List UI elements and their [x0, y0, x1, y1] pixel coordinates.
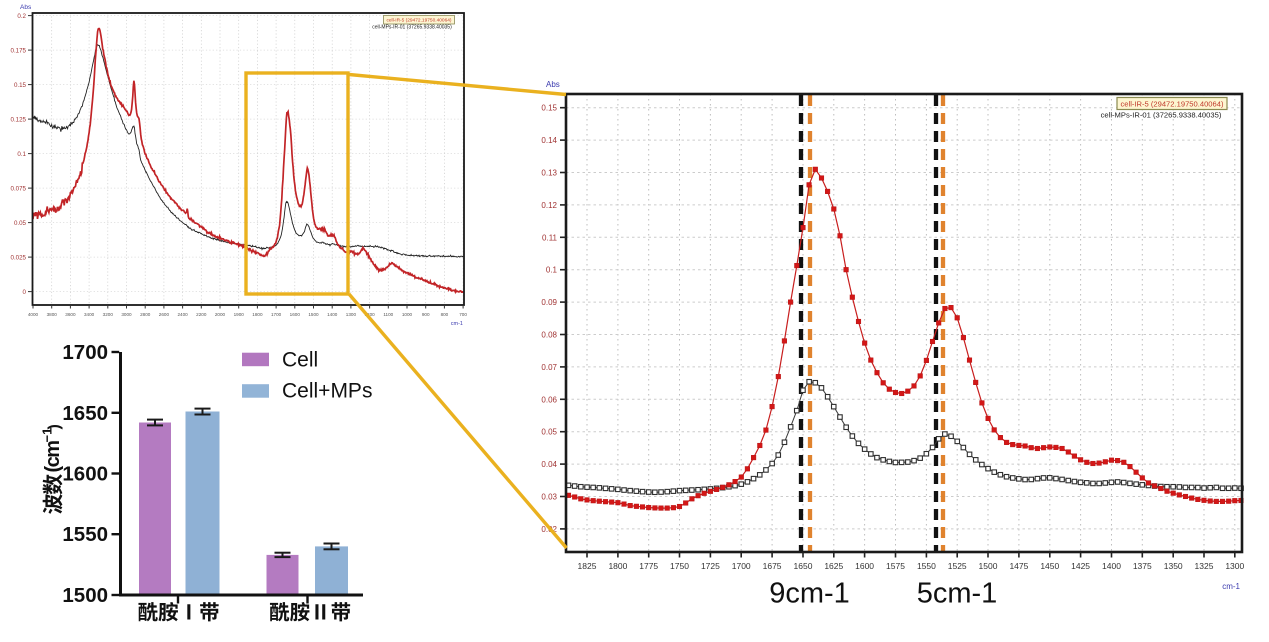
svg-text:0.13: 0.13: [541, 169, 557, 178]
svg-text:0: 0: [23, 289, 27, 296]
svg-text:3000: 3000: [121, 312, 132, 317]
svg-text:1500: 1500: [979, 561, 998, 571]
svg-text:cell-MPs-IR-01 (37265.9338.400: cell-MPs-IR-01 (37265.9338.40035): [1101, 111, 1222, 120]
svg-text:1700: 1700: [732, 561, 751, 571]
svg-text:−1: −1: [40, 428, 55, 443]
svg-text:900: 900: [422, 312, 430, 317]
svg-text:1475: 1475: [1009, 561, 1028, 571]
svg-text:1550: 1550: [917, 561, 936, 571]
svg-text:1600: 1600: [290, 312, 301, 317]
svg-text:Abs: Abs: [20, 4, 32, 11]
svg-text:1825: 1825: [578, 561, 597, 571]
svg-text:0.15: 0.15: [541, 104, 557, 113]
svg-text:0.09: 0.09: [541, 298, 557, 307]
svg-text:0.08: 0.08: [541, 331, 557, 340]
svg-text:800: 800: [441, 312, 449, 317]
svg-text:2000: 2000: [215, 312, 226, 317]
svg-text:1300: 1300: [1225, 561, 1244, 571]
svg-text:(cm: (cm: [42, 441, 64, 473]
svg-text:0.05: 0.05: [14, 220, 27, 227]
svg-text:1625: 1625: [824, 561, 843, 571]
svg-text:1750: 1750: [670, 561, 689, 571]
svg-text:0.04: 0.04: [541, 460, 557, 469]
svg-text:3400: 3400: [84, 312, 95, 317]
svg-text:700: 700: [459, 312, 467, 317]
svg-text:3600: 3600: [65, 312, 76, 317]
svg-text:3200: 3200: [103, 312, 114, 317]
svg-text:0.1: 0.1: [17, 151, 26, 158]
svg-text:): ): [46, 424, 63, 429]
svg-text:1775: 1775: [639, 561, 658, 571]
svg-text:cell-IR-5 (29472.19750.40064): cell-IR-5 (29472.19750.40064): [1120, 100, 1223, 109]
svg-text:0.025: 0.025: [11, 254, 27, 261]
svg-text:1800: 1800: [608, 561, 627, 571]
svg-text:Cell: Cell: [282, 349, 318, 372]
svg-text:cm-1: cm-1: [1222, 582, 1240, 591]
svg-text:5cm-1: 5cm-1: [917, 578, 998, 610]
svg-text:1675: 1675: [763, 561, 782, 571]
svg-text:0.125: 0.125: [11, 116, 27, 123]
svg-text:1000: 1000: [402, 312, 413, 317]
svg-text:1400: 1400: [1102, 561, 1121, 571]
svg-text:0.1: 0.1: [546, 266, 558, 275]
svg-text:2200: 2200: [196, 312, 207, 317]
svg-text:1575: 1575: [886, 561, 905, 571]
svg-text:0.07: 0.07: [541, 363, 557, 372]
svg-text:0.11: 0.11: [542, 233, 558, 242]
svg-text:cell-MPs-IR-01 (37265.9338.400: cell-MPs-IR-01 (37265.9338.40035): [372, 25, 452, 31]
svg-text:2400: 2400: [177, 312, 188, 317]
svg-text:0.175: 0.175: [11, 47, 27, 54]
svg-text:1725: 1725: [701, 561, 720, 571]
svg-text:1100: 1100: [383, 312, 393, 317]
svg-text:1325: 1325: [1195, 561, 1214, 571]
svg-text:1600: 1600: [855, 561, 874, 571]
svg-text:1800: 1800: [252, 312, 263, 317]
svg-text:4000: 4000: [28, 312, 39, 317]
svg-text:0.14: 0.14: [541, 136, 557, 145]
svg-text:cm-1: cm-1: [451, 321, 463, 327]
svg-text:3800: 3800: [47, 312, 58, 317]
svg-text:1450: 1450: [1040, 561, 1059, 571]
svg-text:Cell+MPs: Cell+MPs: [282, 380, 372, 403]
svg-text:1900: 1900: [234, 312, 245, 317]
svg-text:9cm-1: 9cm-1: [769, 578, 850, 610]
svg-text:0.12: 0.12: [541, 201, 557, 210]
svg-text:0.05: 0.05: [541, 428, 557, 437]
svg-text:1700: 1700: [62, 341, 108, 364]
svg-text:2800: 2800: [140, 312, 151, 317]
svg-text:0.06: 0.06: [541, 395, 557, 404]
svg-text:1400: 1400: [327, 312, 338, 317]
svg-text:1600: 1600: [62, 463, 108, 486]
svg-text:1300: 1300: [346, 312, 357, 317]
svg-text:2600: 2600: [159, 312, 170, 317]
svg-text:1375: 1375: [1133, 561, 1152, 571]
svg-text:0.075: 0.075: [11, 185, 27, 192]
svg-text:1525: 1525: [948, 561, 967, 571]
svg-text:1500: 1500: [308, 312, 319, 317]
svg-text:1350: 1350: [1164, 561, 1183, 571]
svg-text:1700: 1700: [271, 312, 282, 317]
svg-text:1425: 1425: [1071, 561, 1090, 571]
svg-text:0.2: 0.2: [17, 13, 26, 20]
svg-text:1650: 1650: [62, 402, 108, 425]
svg-text:0.03: 0.03: [541, 493, 557, 502]
svg-text:1500: 1500: [62, 584, 108, 607]
svg-text:1200: 1200: [364, 312, 375, 317]
svg-text:cell-IR-5 (29472.19750.40064): cell-IR-5 (29472.19750.40064): [386, 18, 451, 24]
svg-text:Abs: Abs: [546, 80, 560, 89]
svg-text:1650: 1650: [794, 561, 813, 571]
svg-text:1550: 1550: [62, 523, 108, 546]
svg-text:0.15: 0.15: [14, 82, 27, 89]
